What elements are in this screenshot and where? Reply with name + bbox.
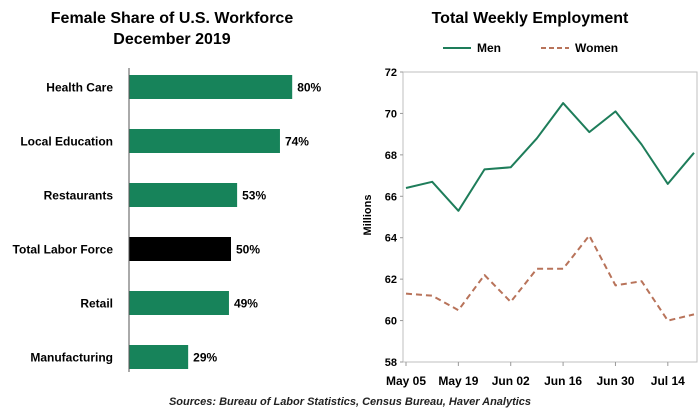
bar-category-label: Manufacturing [30, 351, 113, 365]
bar [129, 75, 293, 99]
bar-value-label: 50% [236, 243, 260, 257]
bar-value-label: 80% [297, 81, 321, 95]
series-line-men [405, 102, 695, 212]
female-share-bar-chart: Female Share of U.S. Workforce December … [13, 10, 322, 372]
left-chart-subtitle: December 2019 [113, 31, 231, 48]
weekly-employment-line-chart: Total Weekly Employment Men Women Million… [362, 10, 698, 388]
bar-value-label: 74% [285, 135, 309, 149]
bar [129, 345, 189, 369]
y-tick-label: 62 [385, 274, 397, 286]
legend-label-men: Men [477, 41, 501, 55]
source-note: Sources: Bureau of Labor Statistics, Cen… [168, 396, 532, 408]
x-tick-label: May 05 [386, 374, 426, 388]
y-tick-label: 66 [385, 191, 397, 203]
legend-label-women: Women [575, 41, 618, 55]
y-tick-label: 60 [385, 316, 397, 328]
y-tick-label: 70 [385, 108, 397, 120]
bar-category-label: Health Care [46, 81, 113, 95]
x-tick-label: Jun 02 [492, 374, 530, 388]
x-tick-label: Jun 30 [596, 374, 634, 388]
y-tick-label: 68 [385, 150, 397, 162]
bar-category-label: Local Education [20, 135, 113, 149]
x-tick-label: Jul 14 [651, 374, 685, 388]
bar [129, 291, 229, 315]
bar-value-label: 53% [242, 189, 266, 203]
bar-value-label: 49% [234, 297, 258, 311]
plot-frame [402, 71, 698, 363]
bar-category-label: Retail [80, 297, 113, 311]
y-tick-label: 64 [385, 233, 398, 245]
y-tick-label: 58 [385, 357, 397, 369]
y-tick-label: 72 [385, 67, 397, 79]
x-tick-label: May 19 [438, 374, 478, 388]
right-chart-title: Total Weekly Employment [432, 10, 629, 27]
bar-category-label: Total Labor Force [13, 243, 114, 257]
series-line-women [405, 234, 695, 322]
x-tick-label: Jun 16 [544, 374, 582, 388]
left-chart-title: Female Share of U.S. Workforce [51, 10, 294, 27]
bar-value-label: 29% [193, 351, 217, 365]
bar [129, 129, 280, 153]
bar [129, 183, 238, 207]
bar-category-label: Restaurants [44, 189, 114, 203]
bar [129, 237, 231, 261]
y-axis-label: Millions [362, 195, 374, 236]
